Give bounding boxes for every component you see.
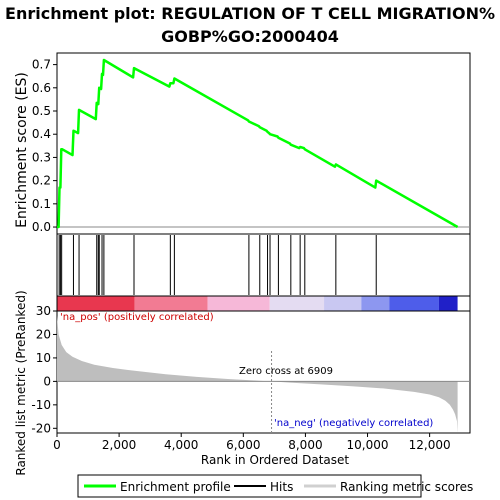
metric-y-tick-label: 10 (36, 351, 51, 365)
es-y-tick-label: 0.1 (32, 197, 51, 211)
es-panel: 0.0 0.1 0.2 0.3 0.4 0.5 0.6 0.7 (32, 52, 471, 235)
x-tick-label: 8,000 (288, 438, 322, 452)
es-y-tick-label: 0.4 (32, 127, 51, 141)
x-axis-label: Rank in Ordered Dataset (201, 453, 349, 467)
hits-frame (56, 233, 471, 297)
es-y-tick-label: 0.5 (32, 104, 51, 118)
x-tick-label: 0 (53, 438, 61, 452)
legend-metric-label: Ranking metric scores (340, 480, 473, 494)
es-y-tick-label: 0.3 (32, 150, 51, 164)
x-tick-label: 10,000 (347, 438, 389, 452)
ranking-heatmap-band (56, 295, 471, 312)
es-plot-frame (56, 52, 471, 235)
x-tick-label: 2,000 (102, 438, 136, 452)
heatmap-segment (57, 296, 135, 311)
hits-panel (56, 233, 471, 297)
metric-y-axis-label: Ranked list metric (PreRanked) (14, 290, 28, 475)
enrichment-profile-line (57, 58, 459, 229)
x-tick-label: 4,000 (164, 438, 198, 452)
metric-y-tick-label: 30 (36, 304, 51, 318)
metric-y-tick-label: 0 (43, 374, 51, 388)
es-y-tick-label: 0.7 (32, 58, 51, 72)
heatmap-segment (207, 296, 270, 311)
legend-enrichment-label: Enrichment profile (120, 480, 231, 494)
legend: Enrichment profile Hits Ranking metric s… (77, 474, 473, 498)
heatmap-segment (438, 296, 458, 311)
metric-y-tick-label: -20 (31, 421, 51, 435)
x-tick-label: 6,000 (226, 438, 260, 452)
na-neg-label: 'na_neg' (negatively correlated) (274, 418, 433, 429)
na-pos-label: 'na_pos' (positively correlated) (60, 312, 214, 323)
es-y-tick-label: 0.0 (32, 220, 51, 234)
zero-cross-label: Zero cross at 6909 (239, 366, 333, 377)
es-y-tick-label: 0.2 (32, 174, 51, 188)
heatmap-segment (361, 296, 390, 311)
chart-title-line1: Enrichment plot: REGULATION OF T CELL MI… (5, 4, 495, 23)
ranking-metric-area (57, 315, 458, 433)
heatmap-segment (134, 296, 208, 311)
metric-y-tick-label: -10 (31, 398, 51, 412)
es-y-axis-label: Enrichment score (ES) (14, 72, 30, 228)
es-y-tick-label: 0.6 (32, 81, 51, 95)
heatmap-segment (389, 296, 439, 311)
chart-title-line2: GOBP%GO:2000404 (161, 27, 339, 46)
heatmap-segment (269, 296, 325, 311)
heatmap-segment (324, 296, 362, 311)
x-tick-label: 12,000 (409, 438, 451, 452)
legend-hits-label: Hits (270, 480, 293, 494)
metric-y-tick-label: 20 (36, 327, 51, 341)
